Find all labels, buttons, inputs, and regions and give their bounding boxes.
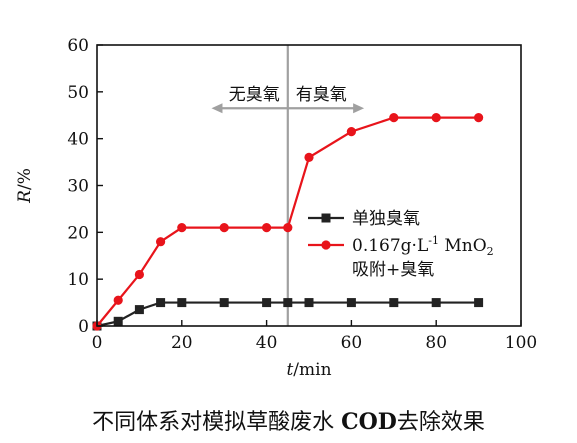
data-point-square: [389, 298, 399, 308]
data-point-circle: [177, 223, 187, 233]
data-point-square: [219, 298, 229, 308]
legend-label-2: 0.167g·L-1 MnO2: [352, 234, 494, 258]
data-point-square: [474, 298, 484, 308]
legend-marker-1: [321, 213, 331, 223]
data-point-square: [346, 298, 356, 308]
caption-prefix: 不同体系对模拟草酸废水: [92, 410, 342, 435]
axes-layer: 0 20 40 60 80 100 0 10 20 30 40 50 60 t/min R/%: [15, 36, 537, 380]
data-point-square: [177, 298, 187, 308]
data-point-circle: [113, 295, 123, 305]
data-point-square: [431, 298, 441, 308]
figure-caption: 不同体系对模拟草酸废水 COD去除效果: [0, 404, 577, 436]
y-tick-label: 0: [78, 317, 89, 337]
data-point-circle: [389, 112, 399, 123]
data-point-square: [283, 298, 293, 308]
data-point-circle: [262, 223, 272, 233]
data-point-square: [262, 298, 272, 308]
data-point-circle: [346, 127, 356, 137]
data-point-square: [134, 305, 144, 315]
legend-marker-2: [321, 240, 331, 250]
y-tick-label: 30: [67, 177, 89, 197]
data-point-square: [113, 316, 123, 326]
arrow-right-head: [353, 103, 365, 114]
data-point-circle: [156, 237, 166, 247]
y-tick-label: 60: [67, 36, 89, 56]
x-tick-label: 60: [341, 333, 363, 353]
x-tick-label: 20: [171, 333, 193, 353]
y-tick-label: 50: [67, 83, 89, 103]
data-point-circle: [304, 152, 314, 162]
y-tick-label: 40: [67, 130, 89, 150]
caption-suffix: 去除效果: [396, 410, 485, 435]
caption-bold: COD: [341, 409, 397, 435]
x-axis-label: t/min: [286, 360, 331, 380]
data-point-circle: [431, 112, 441, 123]
arrow-left-head: [211, 103, 223, 114]
x-tick-label: 40: [256, 333, 278, 353]
annotation-layer: 无臭氧 有臭氧: [211, 45, 365, 326]
data-point-square: [304, 298, 314, 308]
legend-label-2-line2: 吸附+臭氧: [352, 260, 434, 280]
annotation-right-label: 有臭氧: [296, 85, 347, 105]
series-layer: [92, 112, 484, 331]
y-tick-label: 20: [67, 223, 89, 243]
annotation-left-label: 无臭氧: [229, 85, 280, 105]
x-tick-label: 80: [425, 333, 447, 353]
x-tick-label: 0: [92, 333, 103, 353]
data-point-square: [156, 298, 166, 308]
data-point-circle: [134, 269, 144, 280]
data-point-circle: [474, 112, 484, 123]
data-point-circle: [283, 223, 293, 233]
line-chart: 无臭氧 有臭氧 0 20 40 60 80 100 0 10 20 30 40 50 60 t/min R/%…: [15, 36, 537, 380]
y-axis-label: R/%: [15, 168, 35, 204]
x-tick-label: 100: [505, 333, 537, 353]
y-tick-label: 10: [67, 270, 89, 290]
data-point-circle: [219, 223, 229, 233]
legend-label-1: 单独臭氧: [352, 209, 420, 229]
